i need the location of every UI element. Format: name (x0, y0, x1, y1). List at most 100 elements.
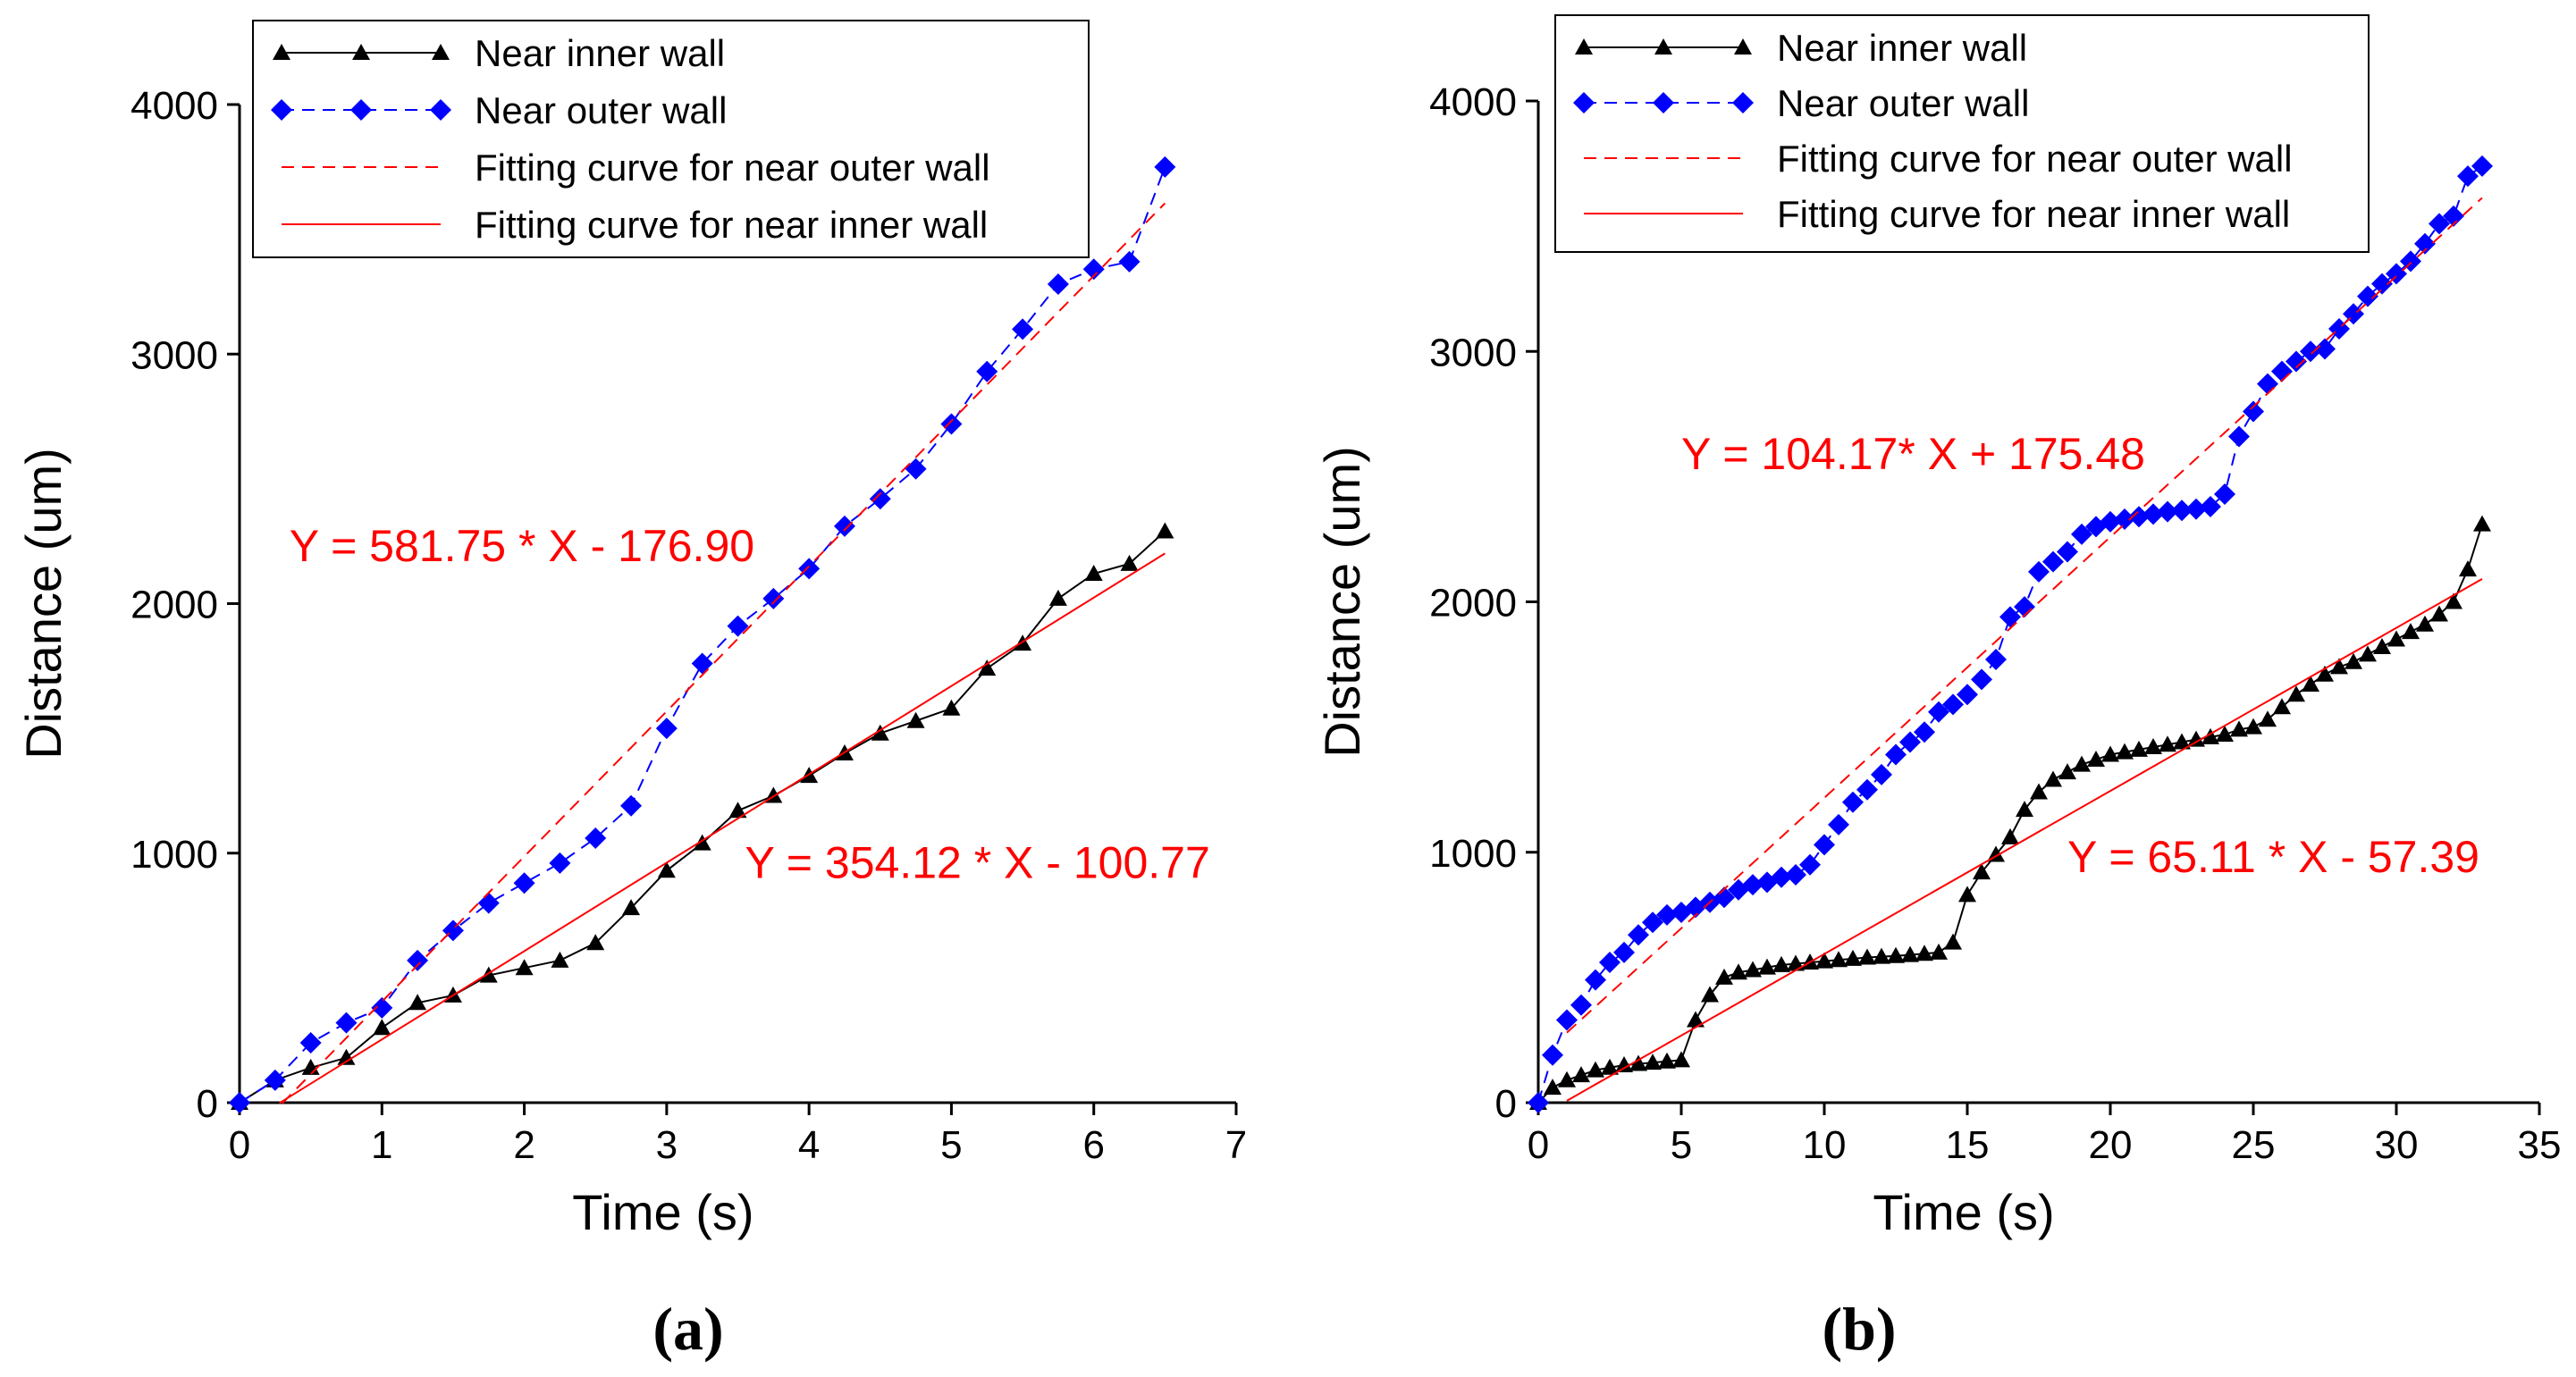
legend-item: Near outer wall (271, 89, 727, 131)
data-point (727, 615, 749, 637)
fit-equation: Y = 354.12 * X - 100.77 (745, 838, 1209, 888)
data-point (693, 834, 711, 851)
data-point (1915, 945, 1933, 961)
data-point (549, 852, 571, 874)
data-point (2386, 263, 2407, 285)
data-point (1687, 1011, 1705, 1028)
legend-item: Fitting curve for near outer wall (1584, 138, 2293, 180)
data-point (551, 951, 569, 968)
x-tick-label: 2 (513, 1123, 535, 1167)
y-tick-label: 4000 (130, 84, 218, 128)
data-point (586, 934, 605, 951)
data-point (1542, 1044, 1563, 1066)
data-point (1871, 763, 1892, 785)
data-point (2330, 658, 2348, 675)
legend-label: Near inner wall (475, 32, 725, 74)
data-point (408, 994, 427, 1011)
legend-marker (273, 44, 290, 60)
legend-item: Fitting curve for near outer wall (282, 147, 990, 189)
data-point (1730, 963, 1747, 980)
data-point (1930, 943, 1948, 960)
data-point (299, 1031, 322, 1054)
data-point (1799, 853, 1821, 876)
data-point (2014, 596, 2035, 618)
data-point (2459, 560, 2477, 577)
series-line (239, 166, 1166, 1104)
x-tick-label: 25 (2232, 1123, 2276, 1167)
legend-item: Fitting curve for near inner wall (282, 204, 988, 246)
data-point (833, 515, 855, 537)
data-point (2287, 685, 2305, 702)
data-point (2216, 726, 2234, 743)
x-tick-label: 4 (798, 1123, 820, 1167)
data-point (1771, 866, 1792, 888)
data-point (2128, 506, 2150, 528)
data-point (1544, 1079, 1562, 1096)
legend: Near inner wall Near outer wall Fitting cu… (252, 20, 1090, 258)
fit-line (279, 552, 1166, 1104)
data-point (2173, 733, 2191, 750)
data-point (2058, 763, 2076, 780)
legend-label: Near outer wall (1777, 82, 2029, 124)
data-point (2042, 550, 2064, 573)
data-point (2286, 350, 2307, 373)
legend-marker (1573, 92, 1595, 113)
x-tick-label: 0 (229, 1123, 250, 1167)
data-point (1048, 589, 1067, 606)
y-tick-label: 2000 (1429, 582, 1517, 626)
data-point (2230, 720, 2248, 737)
data-point (1644, 1054, 1662, 1071)
legend-label: Fitting curve for near inner wall (475, 204, 988, 246)
legend-box (252, 20, 1090, 258)
fit-line (1566, 197, 2483, 1034)
data-point (1642, 911, 1663, 934)
data-point (1615, 1055, 1633, 1072)
data-point (1842, 791, 1864, 813)
data-point (229, 1092, 250, 1113)
data-point (442, 919, 464, 942)
data-point (2373, 637, 2391, 654)
x-tick-label: 35 (2518, 1123, 2562, 1167)
data-point (515, 959, 534, 976)
data-point (1587, 1061, 1604, 1078)
x-axis-title: Time (s) (1873, 1184, 2054, 1240)
data-point (2445, 592, 2462, 609)
data-point (2028, 560, 2050, 583)
data-point (373, 1019, 391, 1036)
data-point (2201, 727, 2219, 744)
y-tick-label: 3000 (130, 333, 218, 377)
legend-item: Near inner wall (273, 32, 725, 74)
data-point (1928, 701, 1949, 723)
data-point (1899, 731, 1921, 753)
data-point (477, 892, 500, 914)
data-point (2214, 483, 2235, 505)
data-point (1156, 522, 1174, 539)
data-point (2273, 698, 2291, 715)
data-point (2073, 755, 2091, 772)
x-tick-label: 30 (2375, 1123, 2419, 1167)
data-point (1613, 941, 1635, 963)
data-point (1815, 952, 1833, 969)
data-point (2430, 605, 2448, 622)
x-tick-label: 5 (1671, 1123, 1692, 1167)
data-point (2400, 250, 2421, 273)
data-point (940, 413, 963, 435)
data-point (1985, 648, 2007, 670)
data-point (2302, 675, 2319, 692)
data-point (2357, 285, 2378, 307)
data-point (335, 1012, 358, 1034)
legend-item: Near outer wall (1573, 82, 2029, 124)
data-point (1958, 886, 1976, 903)
legend-label: Near outer wall (475, 89, 727, 131)
data-point (2443, 205, 2464, 227)
data-point (2016, 801, 2033, 818)
data-point (1084, 564, 1103, 581)
data-point (2200, 496, 2221, 518)
data-point (1585, 969, 1606, 991)
data-point (1914, 721, 1935, 743)
data-point (1828, 813, 1849, 835)
data-point (869, 488, 891, 510)
series-fitting-curve-for-near-outer-wall (1566, 197, 2483, 1034)
legend-marker (432, 44, 450, 60)
data-point (1154, 155, 1176, 178)
